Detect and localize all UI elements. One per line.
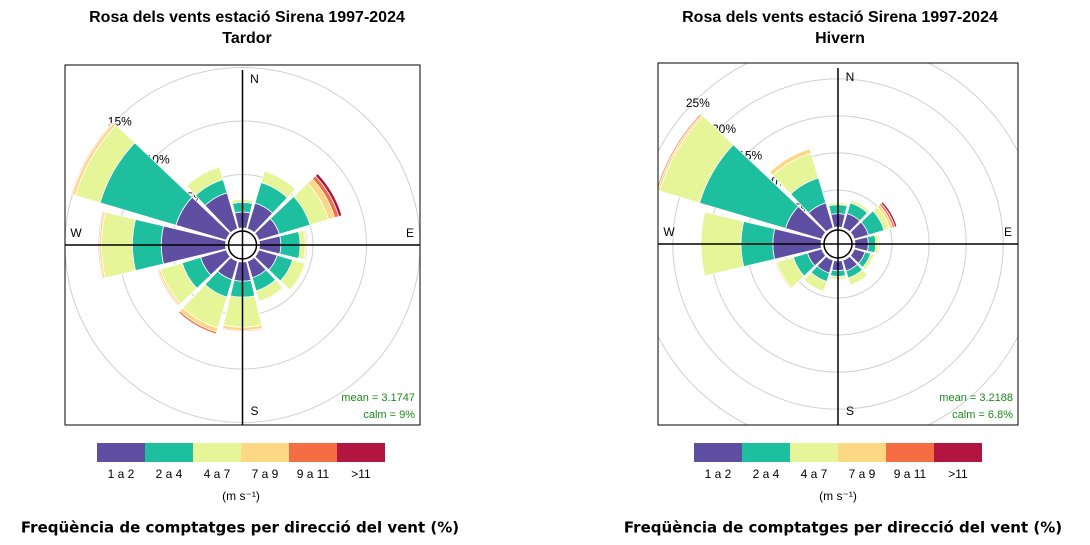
- wedge-segment: [774, 262, 791, 290]
- annotation: mean = 3.1747: [341, 392, 415, 404]
- legend-label: 9 a 11: [297, 467, 330, 481]
- legend-swatch: [289, 443, 337, 462]
- legend-label: 4 a 7: [801, 467, 828, 481]
- legend-swatch: [886, 443, 934, 462]
- r-tick-label: 25%: [686, 96, 710, 110]
- legend-label: 1 a 2: [108, 467, 135, 481]
- annotation: calm = 9%: [363, 409, 415, 421]
- wedge-segment: [879, 233, 882, 255]
- legend-label: 1 a 2: [705, 467, 732, 481]
- compass-label: E: [1004, 225, 1012, 239]
- chart-subtitle: Tardor: [222, 30, 271, 47]
- legend-title: (m s⁻¹): [222, 489, 260, 503]
- legend-swatch: [241, 443, 289, 462]
- wedge-segment: [851, 198, 871, 211]
- plot: 5%10%15%: [65, 67, 420, 425]
- legend-label: >11: [351, 467, 371, 481]
- x-axis-label: Freqüència de comptatges per direcció de…: [624, 519, 1062, 537]
- compass-label: N: [846, 70, 855, 84]
- legend-swatch: [694, 443, 742, 462]
- compass-label: W: [663, 225, 675, 239]
- legend-label: 7 a 9: [849, 467, 876, 481]
- legend-label: 9 a 11: [894, 467, 927, 481]
- wedge-segment: [865, 254, 876, 271]
- compass-label: E: [406, 226, 414, 240]
- wedge-segment: [70, 121, 114, 195]
- legend-swatch: [337, 443, 385, 462]
- wedge-segment: [699, 211, 704, 277]
- plot: 5%10%15%20%25%: [658, 63, 1018, 425]
- annotation: calm = 6.8%: [952, 409, 1013, 421]
- wedge-segment: [850, 275, 869, 287]
- legend-swatch: [97, 443, 145, 462]
- legend-label: 7 a 9: [252, 467, 279, 481]
- legend-swatch: [790, 443, 838, 462]
- legend-swatch: [742, 443, 790, 462]
- plot-frame: [657, 62, 1019, 426]
- legend-label: >11: [948, 467, 968, 481]
- legend-swatch: [934, 443, 982, 462]
- wedge-segment: [314, 173, 343, 217]
- legend-label: 4 a 7: [204, 467, 231, 481]
- legend-swatch: [145, 443, 193, 462]
- legend-swatch: [193, 443, 241, 462]
- wedge-segment: [259, 288, 284, 303]
- wedge-segment: [803, 280, 824, 293]
- annotation: mean = 3.2188: [939, 392, 1013, 404]
- legend-title: (m s⁻¹): [819, 489, 857, 503]
- legend-label: 2 a 4: [753, 467, 780, 481]
- wedge-segment: [880, 201, 898, 228]
- compass-label: W: [70, 226, 82, 240]
- legend-label: 2 a 4: [156, 467, 183, 481]
- wedge-segment: [178, 312, 217, 335]
- compass-label: N: [250, 72, 259, 86]
- compass-label: S: [846, 404, 854, 418]
- chart-title: Rosa dels vents estació Sirena 1997-2024: [89, 9, 405, 26]
- chart-title: Rosa dels vents estació Sirena 1997-2024: [682, 9, 998, 26]
- legend-swatch: [838, 443, 886, 462]
- wedge-segment: [185, 165, 220, 186]
- chart-subtitle: Hivern: [815, 30, 865, 47]
- x-axis-label: Freqüència de comptatges per direcció de…: [21, 519, 459, 537]
- wedge-segment: [828, 202, 848, 205]
- wedge-segment: [97, 211, 103, 279]
- compass-label: S: [250, 404, 258, 418]
- plot-frame: [64, 64, 421, 426]
